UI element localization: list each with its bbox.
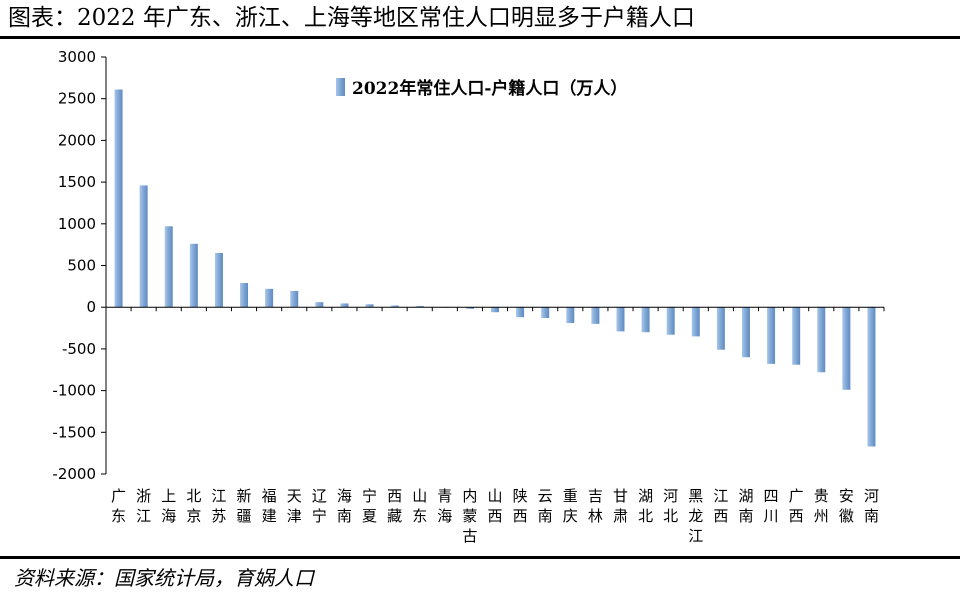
- category-label: 海南: [337, 487, 352, 525]
- y-tick-label: 3000: [58, 48, 96, 66]
- bottom-rule: [0, 556, 960, 559]
- category-label: 浙江: [136, 487, 151, 525]
- y-tick-label: -2000: [52, 465, 96, 483]
- source-note: 资料来源：国家统计局，育娲人口: [14, 566, 314, 590]
- y-tick-label: -500: [62, 340, 96, 358]
- bar: [415, 305, 424, 308]
- category-label: 江西: [713, 487, 728, 525]
- top-rule: [0, 36, 960, 39]
- category-label: 安徽: [839, 487, 854, 525]
- legend-label: 2022年常住人口-户籍人口（万人）: [352, 78, 627, 99]
- category-label: 广西: [789, 487, 804, 525]
- bar: [641, 307, 650, 333]
- bar: [240, 283, 249, 308]
- bar: [390, 305, 399, 308]
- category-label: 甘肃: [613, 487, 628, 525]
- category-label: 山东: [412, 487, 427, 525]
- bars: [114, 89, 876, 447]
- y-tick-label: 500: [67, 257, 96, 275]
- bar: [214, 252, 223, 308]
- category-label: 吉林: [588, 487, 603, 525]
- category-label: 青海: [437, 487, 452, 525]
- category-label: 四川: [764, 487, 779, 525]
- category-label: 西藏: [387, 487, 402, 525]
- figure-title: 图表：2022 年广东、浙江、上海等地区常住人口明显多于户籍人口: [8, 5, 695, 31]
- category-label: 云南: [538, 487, 553, 525]
- bar: [315, 302, 324, 308]
- bar: [767, 307, 776, 364]
- category-label: 重庆: [563, 487, 578, 525]
- legend: 2022年常住人口-户籍人口（万人）: [336, 78, 627, 99]
- y-tick-label: 2000: [58, 131, 96, 149]
- bar: [867, 307, 876, 447]
- y-tick-label: 2500: [58, 90, 96, 108]
- category-label: 广东: [111, 487, 126, 525]
- category-label: 河北: [663, 487, 678, 525]
- bar-chart: 3000 2500 2000 1500 1000 500 0 -500 -1000 -1500 -2…: [52, 48, 885, 545]
- bar: [817, 307, 826, 373]
- category-label: 山西: [487, 487, 502, 525]
- bar: [792, 307, 801, 365]
- bar: [666, 307, 675, 335]
- bar: [365, 304, 374, 308]
- bar: [265, 288, 274, 308]
- bar: [290, 290, 299, 308]
- bar: [516, 307, 525, 318]
- bar: [741, 307, 750, 358]
- bar: [340, 303, 349, 308]
- category-label: 湖南: [738, 487, 753, 525]
- category-label: 湖北: [638, 487, 653, 525]
- legend-swatch: [336, 78, 345, 96]
- category-label: 福建: [262, 487, 277, 525]
- y-tick-label: -1500: [52, 423, 96, 441]
- category-label: 宁夏: [362, 487, 377, 525]
- category-label: 北京: [186, 487, 201, 525]
- bar: [616, 307, 625, 332]
- bar: [465, 307, 474, 309]
- bar: [541, 307, 550, 319]
- category-label: 辽宁: [312, 487, 327, 525]
- category-labels: 广东浙江上海北京江苏新疆福建天津辽宁海南宁夏西藏山东青海内蒙古山西陕西云南重庆吉…: [111, 487, 879, 545]
- bar: [139, 185, 148, 308]
- y-tick-label: 1000: [58, 215, 96, 233]
- y-tick-label: 1500: [58, 173, 96, 191]
- category-label: 内蒙古: [462, 487, 477, 545]
- bar: [842, 307, 851, 390]
- category-label: 黑龙江: [688, 487, 703, 545]
- category-label: 天津: [287, 487, 302, 525]
- category-label: 河南: [864, 487, 879, 525]
- bar: [691, 307, 700, 337]
- y-tick-label: 0: [86, 298, 96, 316]
- zero-axis-line: [105, 306, 885, 312]
- bar: [164, 226, 173, 308]
- bar: [566, 307, 575, 324]
- category-label: 新疆: [237, 487, 252, 525]
- bar: [189, 243, 198, 308]
- category-label: 陕西: [513, 487, 528, 525]
- y-tick-label: -1000: [52, 382, 96, 400]
- category-label: 上海: [161, 487, 176, 525]
- bar: [114, 89, 123, 308]
- bar: [591, 307, 600, 324]
- category-label: 贵州: [814, 487, 829, 525]
- bar: [716, 307, 725, 350]
- y-axis: 3000 2500 2000 1500 1000 500 0 -500 -1000 -1500 -2…: [52, 48, 107, 483]
- category-label: 江苏: [211, 487, 226, 525]
- bar: [491, 307, 499, 313]
